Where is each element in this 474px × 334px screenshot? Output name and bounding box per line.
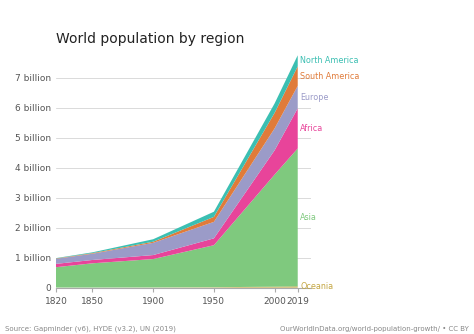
Text: Europe: Europe [300,93,328,102]
Text: Asia: Asia [300,213,317,222]
Text: in Data: in Data [393,30,424,39]
Text: Our World: Our World [387,15,431,24]
Text: Source: Gapminder (v6), HYDE (v3.2), UN (2019): Source: Gapminder (v6), HYDE (v3.2), UN … [5,326,175,332]
Text: Oceania: Oceania [300,283,333,292]
Text: Africa: Africa [300,124,323,133]
Text: OurWorldInData.org/world-population-growth/ • CC BY: OurWorldInData.org/world-population-grow… [281,326,469,332]
Text: North America: North America [300,56,359,65]
Text: World population by region: World population by region [56,32,245,46]
Text: South America: South America [300,71,360,80]
